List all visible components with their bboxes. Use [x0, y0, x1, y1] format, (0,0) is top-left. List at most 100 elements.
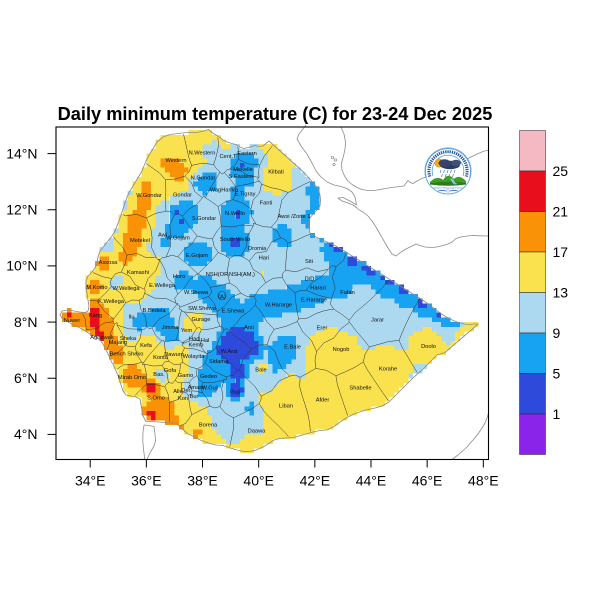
zone-label: Mirab Omo [118, 375, 146, 381]
logo-arc-outer [425, 148, 471, 178]
zone-label: N.Western [189, 151, 216, 157]
zone-label: Hari [259, 256, 269, 262]
zone-label: S.Gondar [192, 216, 216, 222]
zone-label: Amaro [188, 385, 205, 391]
logo-swoosh-right [450, 190, 458, 192]
logo-mountains-dark [430, 181, 466, 186]
zone-label: Horo [173, 274, 185, 280]
logo-rain-icon [439, 169, 456, 178]
y-tick-label: 10°N [6, 258, 37, 274]
zone-label: N.Gondar [191, 176, 216, 182]
zone-label: Arsi [244, 325, 254, 331]
colorbar-cell [519, 413, 546, 455]
zone-label: Harari [310, 286, 326, 292]
zone-label: Doolo [421, 344, 436, 350]
page-title: Daily minimum temperature (C) for 23-24 … [58, 104, 493, 124]
zone-label: Gurage [192, 317, 211, 323]
zone-label: Afder [316, 398, 330, 404]
zone-label: Siti [305, 259, 313, 265]
colorbar-tick-label: 9 [553, 325, 561, 341]
colorbar-labels: 25 21 17 13 9 5 1 [553, 163, 569, 422]
zone-label: Bale [255, 368, 266, 374]
zone-label: Gamo [178, 373, 194, 379]
zone-label: W.Hararge [265, 303, 292, 309]
colorbar [519, 130, 546, 455]
zone-label: Erer [317, 326, 328, 332]
y-tick-label: 12°N [6, 202, 37, 218]
x-tick-label: 46°E [412, 473, 443, 489]
zone-label: WagHamra [210, 188, 239, 194]
zone-label: Mekelle [233, 167, 253, 173]
zone-label: Bas. [153, 372, 165, 378]
zone-label: Ilu [128, 315, 134, 321]
zone-label: Eastern [237, 151, 257, 157]
zone-label: S.Omo [147, 396, 165, 402]
zone-label: W.Shewa [184, 290, 209, 296]
colorbar-tick-label: 17 [553, 244, 569, 260]
zone-label: Kilbati [268, 170, 284, 176]
zone-label: K.Wellega [98, 299, 125, 305]
colorbar-tick-label: 25 [553, 163, 569, 179]
zone-label: S.Eastern [229, 174, 254, 180]
y-tick-label: 8°N [14, 314, 38, 330]
zone-label: W.Arsi [221, 349, 237, 355]
zone-label: Jimma [162, 325, 180, 331]
colorbar-tick-label: 5 [553, 365, 561, 381]
zone-label: Korahe [379, 367, 397, 373]
zone-label: E.Bale [284, 345, 301, 351]
zone-label: Awsi /Zone 1 [278, 214, 311, 220]
map-frame [55, 126, 490, 461]
colorbar-tick-label: 1 [553, 406, 561, 422]
zone-label: Gedeo [200, 374, 217, 380]
colorbar-cell [519, 332, 546, 374]
zone-label: Sidama [209, 359, 229, 365]
colorbar-cell [519, 292, 546, 334]
colorbar-cell [519, 211, 546, 253]
colorbar-tick-label: 13 [553, 284, 569, 300]
logo-river-icon [450, 178, 458, 185]
zone-label: NSH(AM,) [229, 272, 255, 278]
zone-label: Gofa [164, 368, 177, 374]
zone-label: E.Tigray [235, 192, 256, 198]
zone-label: E.Shewa [222, 309, 246, 315]
colorbar-cell [519, 170, 546, 212]
zone-label: E.Gojam [186, 253, 208, 259]
zone-label: South Wello [220, 237, 251, 243]
colorbar-cell [519, 251, 546, 293]
zone-label: W.Gojam [166, 236, 190, 242]
logo-arc-text [427, 150, 469, 178]
zone-label: NSH(OR [206, 272, 228, 278]
zone-label: Guji [230, 390, 240, 396]
temperature-fill [62, 130, 479, 454]
zone-label: W.Gondar [136, 193, 162, 199]
zone-label: Kang [89, 313, 102, 319]
zone-label: Western [165, 158, 186, 164]
red-sea-islands [330, 155, 338, 166]
zone-label: Hal [201, 338, 210, 344]
zone-label: D/D [305, 277, 315, 283]
zone-label: Wolayita [183, 354, 206, 360]
zone-label: Agnewak [90, 335, 114, 341]
zone-label: Metekel [130, 238, 150, 244]
logo-cloud-icon3 [451, 159, 461, 167]
zone-label: Nuwer [64, 318, 81, 324]
zone-label: E.Hararge [301, 298, 327, 304]
zone-label: W.Guji [202, 386, 219, 392]
zone-label: Awi [158, 233, 167, 239]
y-tick-label: 4°N [14, 426, 38, 442]
logo-caption: Ethiopian Meteorology Institute [434, 187, 463, 190]
x-tick-label: 42°E [300, 473, 331, 489]
zone-boundaries [82, 134, 420, 447]
zone-label: Cent.T [219, 154, 237, 160]
zone-label: Dawuro [164, 352, 184, 358]
x-tick-label: 38°E [187, 473, 218, 489]
zone-label: Fanti [260, 201, 273, 207]
x-tick-label: 48°E [468, 473, 499, 489]
logo-arc-inner [431, 154, 465, 177]
logo-cloud-icon2 [438, 159, 451, 167]
zone-label: Sheka [120, 336, 137, 342]
zone-label: SW.Shewa [188, 306, 217, 312]
zone-label: Kamashi [127, 270, 149, 276]
